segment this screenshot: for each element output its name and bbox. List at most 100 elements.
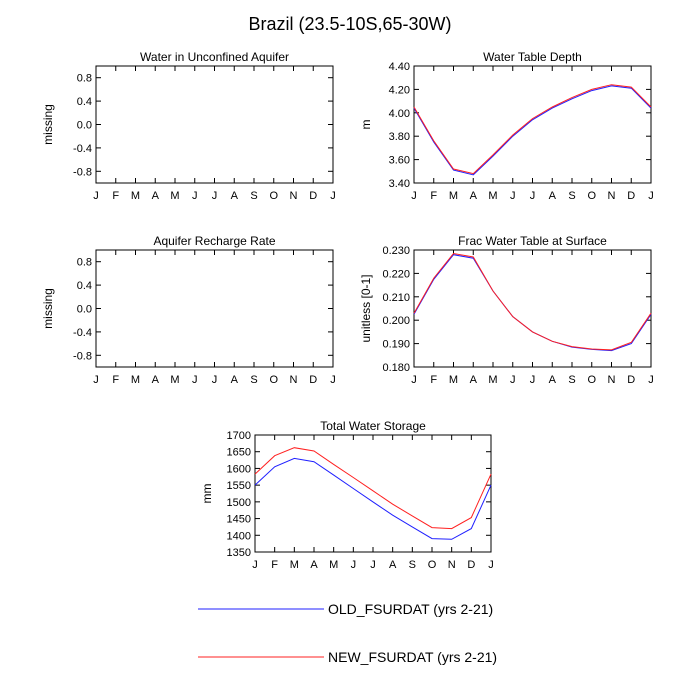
y-tick-label: 0.180 [382, 362, 410, 374]
x-tick-label: M [449, 190, 458, 202]
y-tick-label: 4.40 [389, 61, 410, 73]
y-tick-label: -0.4 [73, 143, 92, 155]
panel-title: Frac Water Table at Surface [458, 234, 607, 248]
x-tick-label: A [470, 190, 478, 202]
y-tick-label: 4.20 [389, 84, 410, 96]
x-tick-label: J [212, 190, 218, 202]
x-tick-label: J [93, 190, 99, 202]
x-tick-label: M [131, 190, 140, 202]
y-tick-label: 3.40 [389, 178, 410, 190]
y-tick-label: 0.230 [382, 245, 410, 257]
x-tick-label: F [271, 559, 278, 571]
panel-total-water-storage: Total Water Storage mm 1700 1650 1600 1550 1… [200, 419, 494, 571]
x-tick-label: S [568, 190, 575, 202]
x-tick-label: A [549, 190, 557, 202]
y-tick-label: 0.4 [77, 280, 92, 292]
legend-label-new: NEW_FSURDAT (yrs 2-21) [328, 649, 497, 665]
panel-title: Water Table Depth [483, 50, 582, 64]
y-axis-label: missing [41, 288, 55, 329]
y-tick-label: 3.60 [389, 155, 410, 167]
x-tick-label: J [488, 559, 494, 571]
x-tick-label: O [587, 190, 596, 202]
figure-title: Brazil (23.5-10S,65-30W) [248, 14, 451, 34]
x-tick-label: O [587, 374, 596, 386]
x-tick-label: D [467, 559, 475, 571]
x-tick-label: D [627, 374, 635, 386]
y-tick-label: 1700 [227, 430, 251, 442]
series-line-old [413, 254, 652, 352]
y-tick-label: -0.8 [73, 166, 92, 178]
y-tick-label: 0.4 [77, 96, 92, 108]
legend: OLD_FSURDAT (yrs 2-21) NEW_FSURDAT (yrs … [198, 601, 497, 665]
x-tick-label: S [409, 559, 416, 571]
plot-frame [95, 65, 334, 184]
x-tick-label: N [608, 374, 616, 386]
series-line-old [254, 457, 492, 540]
x-tick-label: M [329, 559, 338, 571]
panel-frac-water-table-at-surface: Frac Water Table at Surface unitless [0-… [359, 234, 654, 386]
panel-water-in-unconfined-aquifer: Water in Unconfined Aquifer missing 0.8 0… [41, 50, 336, 202]
series-line-old [413, 85, 652, 176]
y-tick-label: 0.0 [77, 120, 92, 132]
series-line-new [254, 447, 492, 530]
x-tick-label: S [250, 374, 257, 386]
y-tick-label: 1400 [227, 530, 251, 542]
x-tick-label: M [488, 374, 497, 386]
x-tick-label: J [510, 374, 516, 386]
series-line-new [413, 84, 652, 175]
x-tick-label: M [488, 190, 497, 202]
x-tick-label: F [430, 190, 437, 202]
x-tick-label: O [269, 374, 278, 386]
x-tick-label: J [212, 374, 218, 386]
x-tick-label: D [309, 374, 317, 386]
x-tick-label: J [370, 559, 376, 571]
y-axis-label: missing [41, 104, 55, 145]
x-tick-label: D [627, 190, 635, 202]
x-tick-label: J [411, 374, 417, 386]
x-tick-label: O [269, 190, 278, 202]
panel-title: Total Water Storage [320, 419, 426, 433]
x-tick-label: S [568, 374, 575, 386]
x-tick-label: J [93, 374, 99, 386]
panel-aquifer-recharge-rate: Aquifer Recharge Rate missing 0.8 0.4 0.0 -… [41, 234, 336, 386]
x-tick-label: J [192, 190, 198, 202]
x-tick-label: M [449, 374, 458, 386]
x-tick-label: M [290, 559, 299, 571]
x-tick-label: A [231, 374, 239, 386]
y-tick-label: 1500 [227, 497, 251, 509]
x-tick-label: A [549, 374, 557, 386]
y-tick-label: 0.200 [382, 315, 410, 327]
y-axis-label: mm [200, 484, 214, 504]
x-tick-label: J [530, 374, 536, 386]
series-line-new [413, 252, 652, 351]
y-axis-label: unitless [0-1] [359, 274, 373, 342]
y-tick-label: -0.4 [73, 327, 92, 339]
x-tick-label: A [470, 374, 478, 386]
x-tick-label: J [252, 559, 258, 571]
x-tick-label: J [192, 374, 198, 386]
y-tick-label: 3.80 [389, 131, 410, 143]
plot-frame [95, 249, 334, 368]
panel-title: Water in Unconfined Aquifer [140, 50, 289, 64]
y-tick-label: 0.8 [77, 257, 92, 269]
x-tick-label: O [428, 559, 437, 571]
panel-water-table-depth: Water Table Depth m 4.40 4.20 4.00 3.80 3.60… [359, 50, 654, 202]
y-tick-label: 0.8 [77, 73, 92, 85]
x-tick-label: J [330, 374, 336, 386]
x-tick-label: J [351, 559, 357, 571]
x-tick-label: J [510, 190, 516, 202]
x-tick-label: M [170, 374, 179, 386]
panel-title: Aquifer Recharge Rate [153, 234, 275, 248]
y-tick-label: 1600 [227, 463, 251, 475]
x-tick-label: A [152, 190, 160, 202]
x-tick-label: F [112, 190, 119, 202]
y-tick-label: 1450 [227, 514, 251, 526]
x-tick-label: J [411, 190, 417, 202]
x-tick-label: J [330, 190, 336, 202]
y-tick-label: 1350 [227, 547, 251, 559]
x-tick-label: F [112, 374, 119, 386]
x-tick-label: S [250, 190, 257, 202]
y-tick-label: 0.210 [382, 292, 410, 304]
y-tick-label: -0.8 [73, 350, 92, 362]
